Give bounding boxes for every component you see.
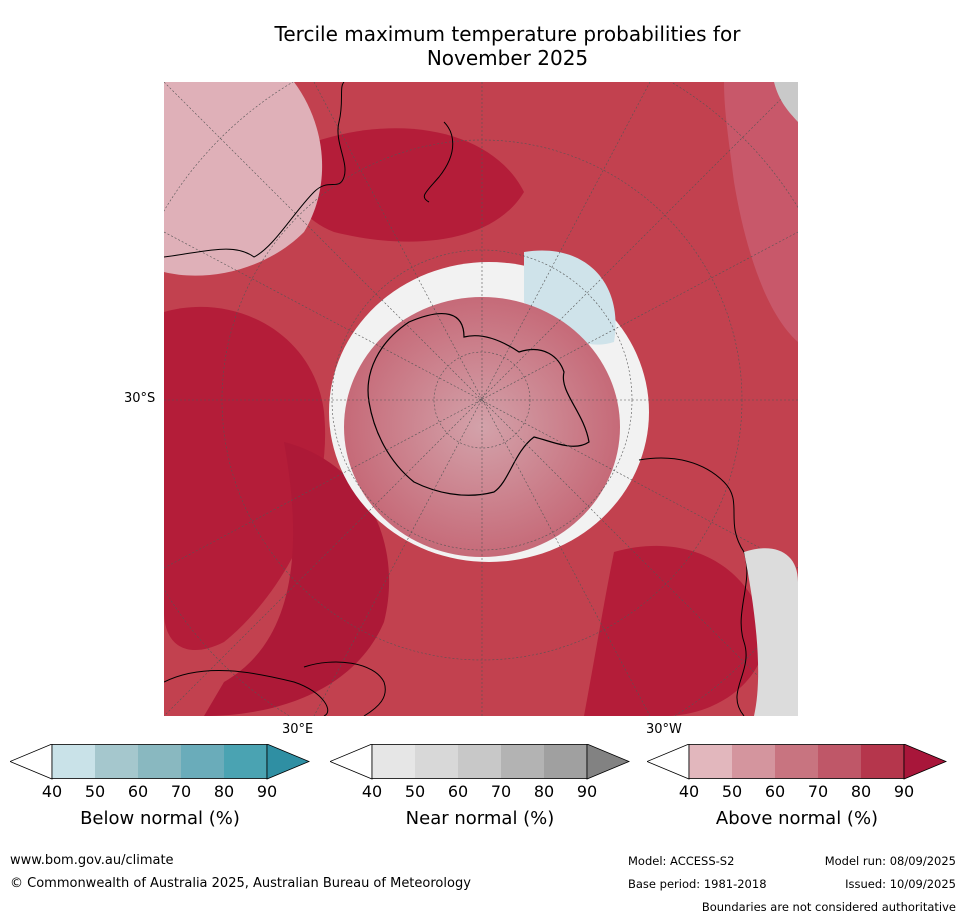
colorbar-title: Below normal (%) xyxy=(80,808,240,829)
colorbar-tick-label: 40 xyxy=(678,782,700,801)
colorbar-tick-label: 70 xyxy=(170,782,192,801)
colorbar-tick-label: 60 xyxy=(764,782,786,801)
disclaimer-text: Boundaries are not considered authoritat… xyxy=(701,900,956,914)
colorbar-tick-label: 70 xyxy=(490,782,512,801)
colorbar-swatches xyxy=(645,743,948,780)
colorbar-swatches xyxy=(328,743,631,780)
high-probability-region xyxy=(289,128,524,242)
colorbar-tick-label: 40 xyxy=(361,782,383,801)
copyright-text: © Commonwealth of Australia 2025, Austra… xyxy=(10,876,471,891)
colorbar-swatch xyxy=(501,744,544,779)
colorbar-swatches xyxy=(8,743,311,780)
colorbar-swatch xyxy=(224,744,267,779)
colorbar-tick-label: 80 xyxy=(213,782,235,801)
probability-map xyxy=(164,82,798,716)
near-normal-patch xyxy=(744,548,798,716)
colorbar-tick-label: 90 xyxy=(576,782,598,801)
colorbar-swatch xyxy=(372,744,415,779)
high-probability-region xyxy=(584,545,766,716)
colorbar-min-extension xyxy=(645,743,690,780)
colorbar-tick-label: 90 xyxy=(256,782,278,801)
colorbar-swatch xyxy=(544,744,587,779)
latitude-label-30s: 30°S xyxy=(124,391,156,406)
colorbar-max-extension xyxy=(266,743,311,780)
title-line-2: November 2025 xyxy=(426,46,589,70)
colorbar-tick-label: 60 xyxy=(447,782,469,801)
longitude-label-30w: 30°W xyxy=(646,722,682,737)
colorbar-swatch xyxy=(95,744,138,779)
colorbar-min-extension xyxy=(328,743,373,780)
colorbar-tick-label: 40 xyxy=(41,782,63,801)
madagascar-coastline xyxy=(303,661,386,716)
colorbar-tick-label: 70 xyxy=(807,782,829,801)
high-probability-region xyxy=(164,306,326,651)
colorbar-tick-label: 50 xyxy=(84,782,106,801)
website-link[interactable]: www.bom.gov.au/climate xyxy=(10,853,174,868)
colorbar-tick-label: 50 xyxy=(404,782,426,801)
model-text: Model: ACCESS-S2 xyxy=(628,854,735,868)
graticule xyxy=(164,82,798,716)
colorbar-above-normal: 40 50 60 70 80 90 Above normal (%) xyxy=(645,743,948,829)
issued-text: Issued: 10/09/2025 xyxy=(845,877,956,891)
colorbar-tick-label: 80 xyxy=(533,782,555,801)
antarctica-coastline xyxy=(367,313,590,496)
colorbar-swatch xyxy=(458,744,501,779)
australia-coastline xyxy=(164,82,346,258)
model-run-text: Model run: 08/09/2025 xyxy=(824,854,956,868)
colorbar-near-normal: 40 50 60 70 80 90 Near normal (%) xyxy=(328,743,631,829)
colorbar-title: Above normal (%) xyxy=(715,808,879,829)
colorbar-swatch xyxy=(818,744,861,779)
colorbar-min-extension xyxy=(8,743,53,780)
polar-map-graphic xyxy=(164,82,798,716)
colorbar-swatch xyxy=(181,744,224,779)
colorbar-max-extension xyxy=(586,743,631,780)
colorbar-swatch xyxy=(138,744,181,779)
africa-coastline xyxy=(164,669,329,716)
colorbar-swatch xyxy=(415,744,458,779)
colorbar-swatch xyxy=(861,744,904,779)
near-normal-patch xyxy=(774,82,798,122)
longitude-label-30e: 30°E xyxy=(282,722,314,737)
high-probability-region xyxy=(204,442,390,716)
colorbar-swatch xyxy=(689,744,732,779)
title-line-1: Tercile maximum temperature probabilitie… xyxy=(274,22,741,46)
colorbar-tick-label: 60 xyxy=(127,782,149,801)
chart-title: Tercile maximum temperature probabilitie… xyxy=(160,22,855,70)
low-probability-region xyxy=(164,82,323,276)
colorbar-tick-label: 90 xyxy=(893,782,915,801)
colorbar-swatch xyxy=(775,744,818,779)
colorbar-tick-label: 80 xyxy=(850,782,872,801)
base-period-text: Base period: 1981-2018 xyxy=(628,877,767,891)
colorbar-max-extension xyxy=(903,743,948,780)
moderate-probability-region xyxy=(724,82,798,342)
colorbar-swatch xyxy=(732,744,775,779)
colorbar-title: Near normal (%) xyxy=(405,808,555,829)
colorbar-tick-label: 50 xyxy=(721,782,743,801)
new-zealand-coastline xyxy=(423,121,454,203)
colorbar-below-normal: 40 50 60 70 80 90 Below normal (%) xyxy=(8,743,311,829)
colorbar-swatch xyxy=(52,744,95,779)
